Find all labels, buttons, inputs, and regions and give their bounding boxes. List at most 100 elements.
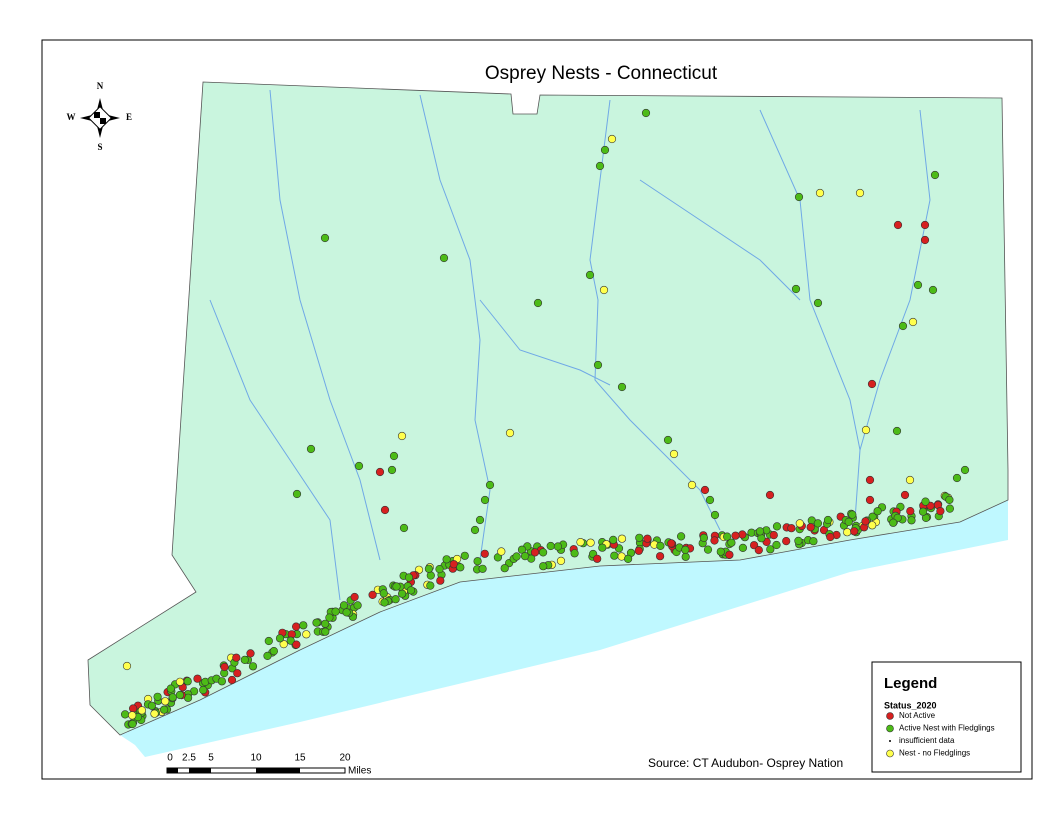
nest [497, 547, 506, 556]
nest [865, 475, 875, 485]
nest [321, 619, 330, 628]
nest [722, 532, 732, 541]
nest [893, 220, 903, 230]
nest [945, 495, 954, 505]
nest [161, 697, 170, 706]
compass-w: W [67, 112, 76, 122]
nest [813, 298, 823, 308]
scale-label: 5 [208, 753, 214, 764]
nest [398, 589, 407, 598]
nest [585, 270, 595, 280]
nest [609, 535, 618, 545]
scale-label: 0 [167, 753, 173, 764]
nest [442, 555, 451, 564]
nest [556, 556, 566, 566]
compass: N S E W [67, 81, 133, 152]
nest [667, 539, 676, 548]
nest [354, 461, 364, 471]
sound-water [120, 500, 1008, 757]
legend-label: Active Nest with Fledglings [899, 724, 995, 733]
nest [945, 504, 955, 513]
legend-symbol [886, 724, 894, 733]
nest [867, 379, 877, 389]
nest [868, 512, 877, 521]
nest [617, 382, 627, 392]
nest [227, 675, 237, 685]
nest [787, 524, 796, 533]
nest [160, 705, 169, 714]
legend-label: Nest - no Fledglings [899, 749, 970, 758]
nest [485, 480, 495, 490]
nest [710, 510, 720, 520]
nest [435, 564, 444, 574]
nest [623, 554, 633, 564]
nest [128, 719, 137, 729]
nest [220, 662, 229, 672]
legend-symbol [886, 749, 894, 758]
nest [512, 552, 521, 561]
nest [375, 467, 385, 477]
nest [153, 692, 162, 701]
nest [815, 188, 825, 198]
nest [470, 525, 480, 535]
nest [553, 542, 563, 551]
nest [655, 552, 665, 561]
nest [806, 523, 815, 532]
nest [292, 640, 301, 649]
scale-label: 15 [294, 753, 306, 764]
nest [898, 321, 908, 331]
nest [292, 622, 301, 631]
nest [546, 541, 555, 551]
compass-n: N [97, 81, 104, 91]
nest [217, 677, 226, 686]
nest [122, 661, 132, 671]
nest [699, 533, 709, 543]
scale-unit: Miles [348, 766, 371, 777]
nest [475, 515, 485, 525]
nest [643, 534, 652, 543]
nest [809, 537, 818, 546]
nest [700, 485, 710, 495]
nest [663, 435, 673, 445]
nest [892, 426, 902, 436]
nest [757, 534, 766, 543]
nest [738, 530, 747, 539]
nest [681, 545, 690, 555]
scale-label: 10 [250, 753, 262, 764]
nest [538, 548, 548, 557]
nest [710, 536, 719, 545]
source-note: Source: CT Audubon- Osprey Nation [648, 756, 843, 770]
nest [908, 317, 918, 327]
nest [233, 669, 242, 678]
nest [248, 662, 258, 671]
nest [823, 515, 833, 525]
nest [480, 549, 489, 558]
legend-symbol [886, 712, 894, 720]
nest [342, 608, 351, 617]
nest [617, 534, 627, 543]
nest [424, 564, 434, 573]
nest [635, 533, 644, 542]
nest [936, 507, 945, 516]
nest [634, 546, 643, 555]
nest [676, 532, 686, 541]
nest [500, 564, 509, 573]
nest [889, 518, 898, 527]
nest [865, 495, 875, 505]
state-land [87, 81, 1009, 736]
nest [269, 646, 279, 656]
nest [175, 677, 185, 686]
legend-label: insufficient data [899, 736, 955, 745]
nest [199, 685, 208, 695]
nest [850, 527, 859, 536]
nest [478, 564, 487, 573]
nest [128, 711, 137, 720]
nest [844, 517, 853, 527]
nest [505, 428, 515, 438]
nest [350, 592, 359, 602]
nest [843, 528, 852, 537]
nest [765, 490, 775, 500]
nest [755, 527, 765, 536]
nest [120, 710, 130, 719]
